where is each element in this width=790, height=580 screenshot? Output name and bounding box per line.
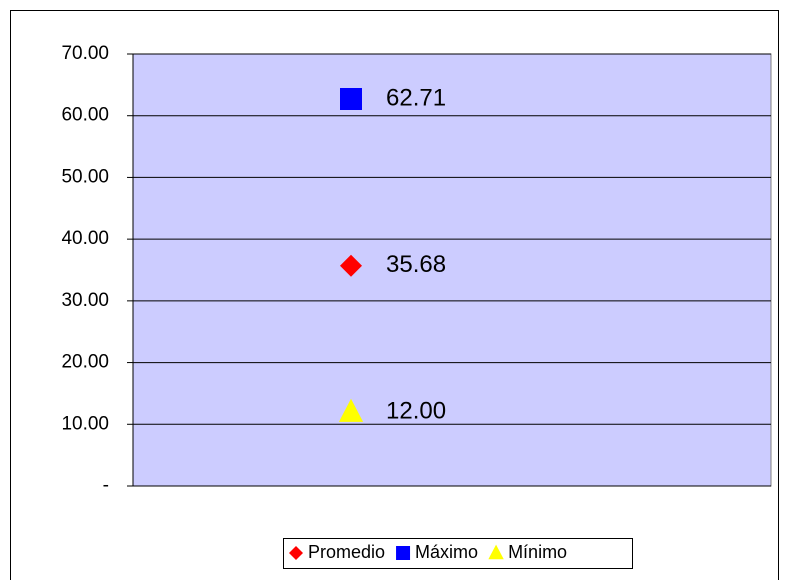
legend-label: Promedio: [308, 542, 385, 562]
y-tick-label: 50.00: [61, 166, 109, 187]
data-label: 35.68: [386, 251, 446, 278]
data-label: 12.00: [386, 397, 446, 424]
marker: [396, 546, 411, 560]
marker: [289, 546, 303, 560]
y-tick-label: 20.00: [61, 352, 109, 373]
y-tick-label: 70.00: [61, 43, 109, 64]
plot-area: [132, 53, 772, 487]
marker: [340, 87, 362, 110]
y-tick-label: -: [103, 475, 109, 496]
marker: [340, 254, 362, 277]
legend: Promedio Máximo Mínimo: [283, 538, 633, 569]
legend-label: Mínimo: [508, 542, 567, 562]
y-tick-label: 30.00: [61, 290, 109, 311]
legend-box: [283, 538, 633, 569]
marker: [488, 544, 504, 560]
data-label: 62.71: [386, 84, 446, 111]
y-tick-label: 60.00: [61, 105, 109, 126]
y-tick-label: 10.00: [61, 413, 109, 434]
y-tick-label: 40.00: [61, 228, 109, 249]
legend-label: Máximo: [415, 542, 478, 562]
marker: [338, 398, 364, 422]
